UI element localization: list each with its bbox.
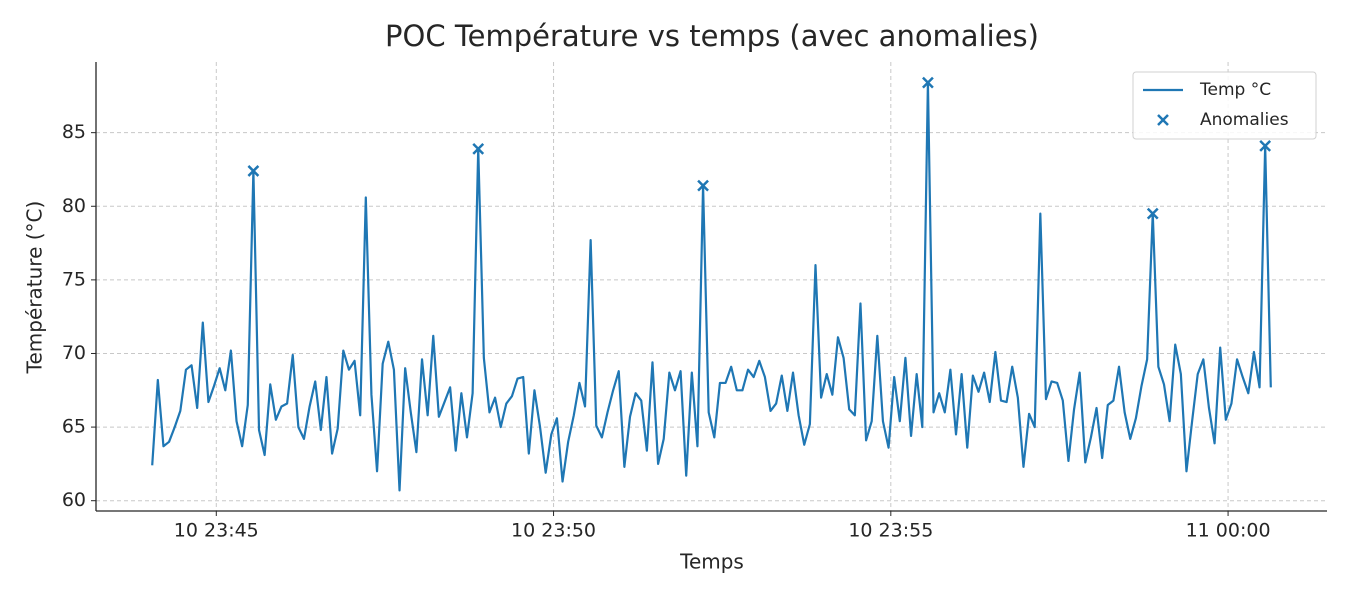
anomaly-marker bbox=[922, 76, 934, 89]
temperature-line bbox=[151, 81, 1272, 492]
legend-label: Anomalies bbox=[1200, 110, 1289, 130]
x-tick-label: 11 00:00 bbox=[1186, 520, 1271, 542]
legend-label: Temp °C bbox=[1199, 80, 1271, 100]
anomaly-marker bbox=[1259, 140, 1272, 152]
x-axis-label: Temps bbox=[679, 550, 744, 574]
x-tick-label: 10 23:55 bbox=[848, 520, 933, 542]
anomaly-marker bbox=[472, 142, 485, 155]
x-tick-label: 10 23:50 bbox=[511, 520, 596, 542]
y-axis-label: Température (°C) bbox=[23, 201, 47, 375]
y-tick-label: 65 bbox=[62, 416, 86, 438]
y-tick-label: 75 bbox=[62, 268, 86, 290]
anomaly-marker bbox=[697, 179, 709, 192]
anomaly-marker bbox=[247, 165, 260, 177]
x-tick-label: 10 23:45 bbox=[174, 520, 259, 542]
legend-marker bbox=[1157, 114, 1169, 126]
legend-box bbox=[1132, 71, 1317, 140]
legend: Temp °C Anomalies bbox=[1132, 71, 1317, 140]
y-tick-label: 60 bbox=[62, 489, 86, 511]
y-tick-label: 85 bbox=[62, 121, 86, 143]
y-tick-label: 80 bbox=[62, 195, 86, 217]
chart-title: POC Température vs temps (avec anomalies… bbox=[385, 19, 1039, 53]
anomaly-marker bbox=[1146, 207, 1159, 220]
y-tick-label: 70 bbox=[62, 342, 86, 364]
